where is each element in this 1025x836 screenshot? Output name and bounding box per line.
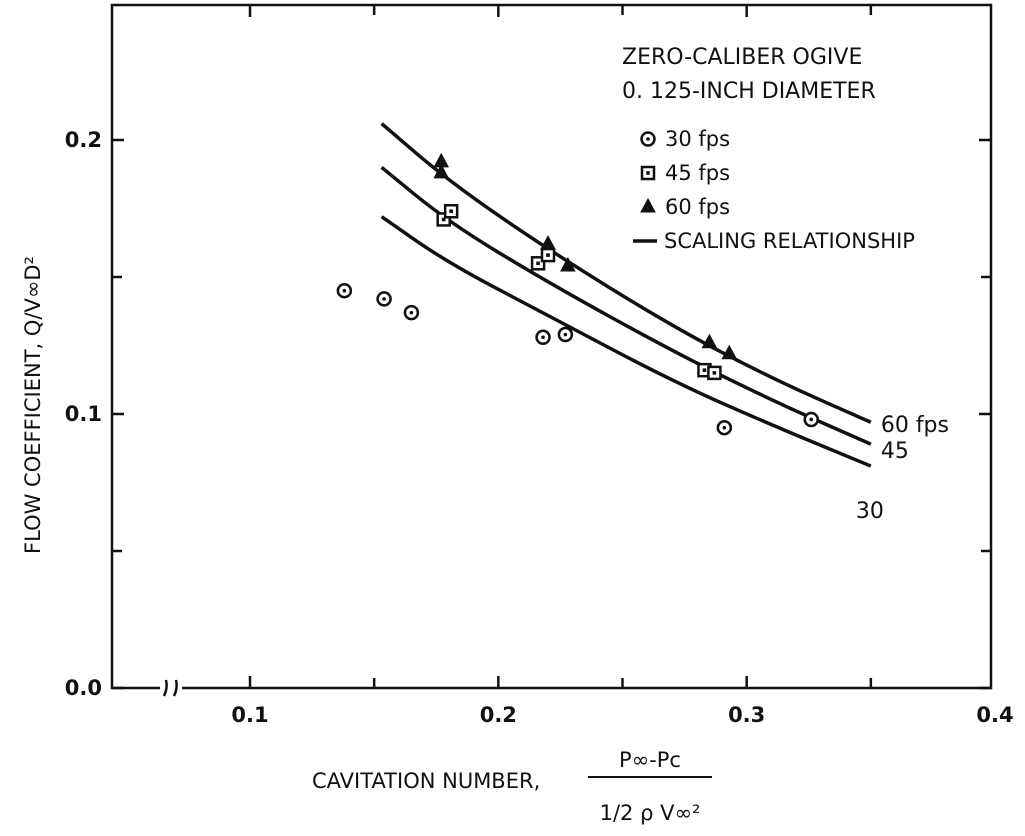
curve-label: 45 bbox=[881, 439, 909, 464]
legend-label: 30 fps bbox=[665, 127, 730, 151]
data-point-circle bbox=[403, 304, 420, 321]
x-tick-label: 0.2 bbox=[480, 703, 517, 727]
marker-dot bbox=[702, 368, 707, 372]
marker-dot bbox=[646, 137, 650, 141]
marker-dot bbox=[342, 288, 347, 293]
legend: 30 fps 45 fps 60 fps SCALING RELATIONSHIP bbox=[633, 127, 915, 253]
marker-dot bbox=[563, 332, 568, 337]
axes-layer: 0.0 0.1 0.2 0.1 0.2 0.3 0.4 bbox=[65, 5, 1014, 727]
data-point-circle bbox=[716, 419, 733, 436]
data-point-triangle bbox=[701, 333, 718, 349]
x-tick-label: 0.4 bbox=[976, 703, 1013, 727]
x-tick-label: 0.3 bbox=[728, 703, 765, 727]
marker-dot bbox=[382, 297, 386, 301]
scaling-curve-30 bbox=[380, 215, 872, 468]
data-point-triangle bbox=[540, 235, 556, 250]
curve-label: 60 fps bbox=[881, 413, 949, 438]
y-axis-title: FLOW COEFFICIENT, Q/V∞D² bbox=[21, 256, 45, 554]
y-tick-label: 0.2 bbox=[65, 128, 102, 152]
scaling-curve-60-fps bbox=[380, 122, 872, 424]
x-tick-label: 0.1 bbox=[231, 703, 268, 727]
scaling-curve-45 bbox=[380, 166, 872, 446]
marker-dot bbox=[546, 253, 550, 257]
data-point-circle bbox=[535, 329, 551, 346]
x-axis-title-numerator: P∞-Pc bbox=[619, 748, 681, 772]
marker-dot bbox=[722, 425, 727, 430]
marker-dot bbox=[712, 371, 717, 375]
curve-label: 30 bbox=[856, 499, 884, 524]
marker-dot bbox=[646, 171, 650, 175]
legend-label: 45 fps bbox=[665, 161, 730, 185]
marker-dot bbox=[541, 335, 545, 340]
legend-marker-circle bbox=[640, 131, 656, 147]
marker-dot bbox=[809, 417, 814, 422]
data-point-triangle bbox=[560, 256, 576, 272]
legend-label: 60 fps bbox=[665, 195, 730, 219]
marker-dot bbox=[409, 310, 414, 315]
chart-title-line-2: 0. 125-INCH DIAMETER bbox=[622, 79, 876, 104]
data-point-square bbox=[540, 247, 556, 263]
marker-dot bbox=[536, 261, 540, 266]
y-tick-label: 0.1 bbox=[65, 402, 102, 426]
chart-title-line-1: ZERO-CALIBER OGIVE bbox=[622, 45, 862, 70]
legend-marker-square bbox=[640, 165, 656, 181]
data-point-circle bbox=[557, 326, 574, 343]
plot-frame bbox=[110, 3, 993, 690]
data-point-circle bbox=[376, 291, 392, 307]
point-layer bbox=[336, 152, 819, 436]
data-point-circle bbox=[803, 411, 819, 428]
axis-break-gap bbox=[160, 682, 182, 694]
legend-marker-triangle bbox=[640, 197, 656, 213]
legend-label: SCALING RELATIONSHIP bbox=[664, 229, 915, 253]
data-point-square bbox=[707, 365, 722, 381]
data-point-circle bbox=[336, 282, 353, 299]
data-point-square bbox=[443, 203, 459, 219]
x-axis-title-denominator: 1/2 ρ V∞² bbox=[600, 801, 701, 825]
data-point-triangle bbox=[433, 163, 450, 179]
x-axis-title: CAVITATION NUMBER, bbox=[312, 769, 540, 793]
axis-break-symbol bbox=[162, 679, 178, 697]
y-tick-label: 0.0 bbox=[65, 676, 102, 700]
data-point-triangle bbox=[721, 344, 738, 360]
marker-dot bbox=[441, 217, 446, 222]
marker-dot bbox=[449, 209, 453, 214]
